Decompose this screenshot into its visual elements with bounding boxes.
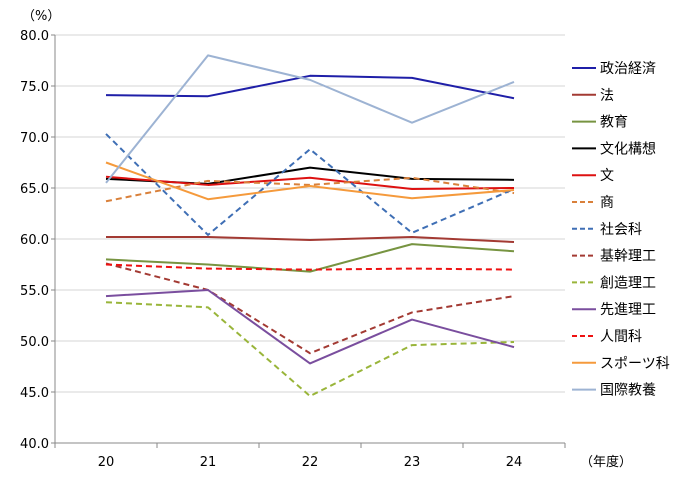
gridlines: [55, 34, 565, 393]
legend-label: 文化構想: [600, 141, 656, 157]
series-line-7: [105, 262, 515, 355]
series-lines: [105, 54, 515, 398]
y-tick-label: 45.0: [20, 386, 49, 401]
y-tick-label: 80.0: [20, 29, 49, 44]
series-line-12: [105, 54, 515, 184]
y-tick-label: 50.0: [20, 335, 49, 350]
x-tick-labels: 20 21 22 23 24: [98, 455, 523, 470]
x-tick-label: 24: [506, 455, 523, 470]
y-tick-label: 55.0: [20, 284, 49, 299]
series-line-9: [105, 289, 515, 365]
legend-label: スポーツ科: [600, 356, 670, 372]
series-line-6: [105, 133, 515, 236]
legend-label: 先進理工: [600, 302, 656, 318]
series-line-0: [105, 74, 515, 100]
legend-label: 国際教養: [600, 382, 656, 399]
x-unit-label: （年度）: [580, 454, 632, 470]
series-line-10: [105, 263, 515, 271]
x-tick-label: 22: [302, 455, 319, 470]
legend-label: 商: [600, 195, 614, 211]
series-line-1: [106, 235, 515, 244]
y-tick-label: 75.0: [20, 80, 49, 95]
legend-label: 政治経済: [600, 61, 656, 77]
legend-label: 創造理工: [600, 275, 656, 291]
legend-label: 基幹理工: [600, 248, 656, 265]
x-tick-label: 23: [404, 455, 421, 470]
x-tick-label: 21: [200, 455, 217, 470]
legend-label: 法: [600, 88, 614, 104]
y-unit-label: （%）: [22, 9, 60, 24]
x-tick-label: 20: [98, 455, 115, 470]
legend-label: 教育: [600, 115, 628, 131]
y-tick-label: 40.0: [20, 437, 49, 452]
legend-label: 人間科: [600, 329, 642, 345]
legend-label: 社会科: [600, 222, 642, 238]
y-tick-label: 70.0: [20, 131, 49, 146]
y-tick-label: 60.0: [20, 233, 49, 248]
series-line-2: [105, 243, 515, 273]
series-line-5: [105, 176, 515, 203]
axes: [51, 34, 566, 448]
y-tick-label: 65.0: [20, 182, 49, 197]
series-line-4: [105, 175, 515, 191]
y-tick-labels: 80.0 75.0 70.0 65.0 60.0 55.0 50.0 45.0 40.0: [20, 29, 49, 452]
series-line-11: [105, 161, 515, 201]
legend-label: 文: [600, 168, 614, 184]
series-line-8: [105, 301, 515, 398]
